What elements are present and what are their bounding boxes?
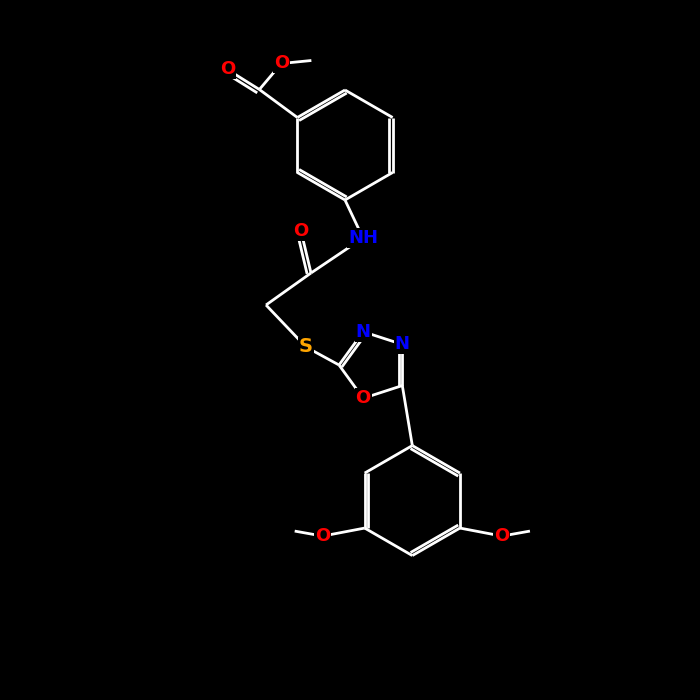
Text: N: N [395, 335, 409, 354]
Text: O: O [274, 55, 289, 73]
Text: N: N [356, 323, 371, 341]
Text: O: O [356, 389, 371, 407]
Text: O: O [293, 222, 309, 240]
Text: O: O [220, 60, 235, 78]
Text: O: O [274, 55, 289, 73]
Text: O: O [494, 527, 510, 545]
Text: N: N [356, 323, 371, 341]
Text: O: O [220, 60, 235, 78]
Text: O: O [315, 527, 330, 545]
Text: O: O [356, 389, 371, 407]
Text: O: O [494, 527, 510, 545]
Text: NH: NH [348, 229, 378, 247]
Text: S: S [299, 337, 313, 356]
Text: N: N [395, 335, 409, 354]
Text: S: S [299, 337, 313, 356]
Text: O: O [315, 527, 330, 545]
Text: NH: NH [348, 229, 378, 247]
Text: O: O [293, 222, 309, 240]
